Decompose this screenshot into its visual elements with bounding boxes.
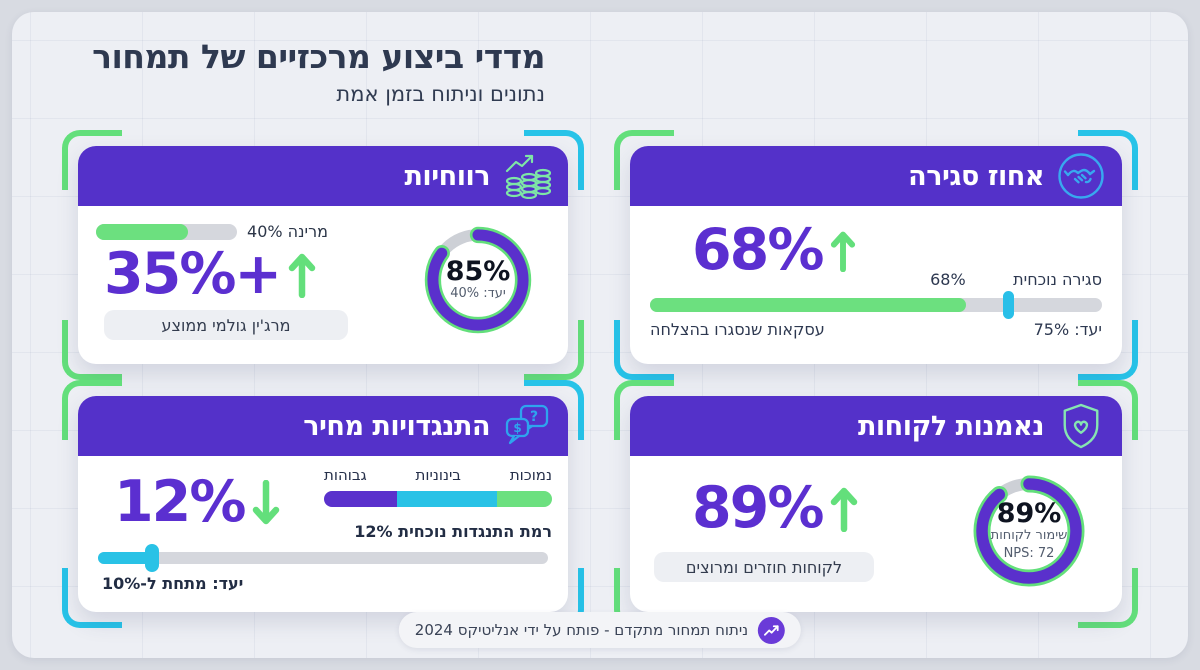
closing-progress-fill	[650, 298, 967, 312]
segmented-bar	[324, 491, 552, 507]
slider-handle	[145, 544, 159, 572]
segment-label-medium: בינוניות	[415, 466, 461, 484]
card-objections-header: ? $ התנגדויות מחיר	[78, 396, 568, 456]
target-marker	[1002, 291, 1014, 319]
segment-medium	[396, 491, 498, 507]
segment-low	[497, 491, 552, 507]
profitability-donut: 85% יעד: 40%	[408, 210, 548, 350]
current-closing-value: 68%	[930, 270, 966, 289]
current-objection-label: רמת התנגדות נוכחית 12%	[354, 522, 552, 541]
donut-target: יעד: 40%	[450, 285, 506, 301]
card-profitability-frame: רווחיות מרינה 40% 35%+ מרג'ין גולמי ממוצ…	[62, 130, 584, 380]
trend-down-arrow-icon	[253, 479, 280, 524]
segment-label-high: גבוהות	[324, 466, 367, 484]
card-profitability-header: רווחיות	[78, 146, 568, 206]
corner-bracket	[62, 568, 122, 628]
margin-mini-bar: מרינה 40%	[96, 222, 328, 241]
objection-target-label: יעד: מתחת ל-10%	[102, 574, 244, 593]
card-loyalty-frame: נאמנות לקוחות 89% לקוחות חוזרים ומרוצים	[614, 380, 1138, 628]
corner-bracket	[1078, 568, 1138, 628]
donut-retention-label: שימור לקוחות	[990, 528, 1068, 544]
trend-up-arrow-icon	[831, 231, 856, 272]
footer-text: ניתוח תמחור מתקדם - פותח על ידי אנליטיקס…	[414, 621, 749, 639]
corner-bracket	[1078, 380, 1138, 440]
closing-caption: עסקאות שנסגרו בהצלחה	[650, 320, 825, 339]
price-question-chat-icon: ? $	[502, 401, 552, 451]
corner-bracket	[524, 130, 584, 190]
corner-bracket	[614, 320, 674, 380]
trend-up-arrow-icon	[831, 487, 858, 532]
corner-bracket	[614, 380, 674, 440]
card-objections-frame: ? $ התנגדויות מחיר 12% נמ	[62, 380, 584, 628]
mini-bar-label: מרינה 40%	[247, 222, 328, 241]
dashboard-panel: מדדי ביצוע מרכזיים של תמחור נתונים וניתו…	[12, 12, 1188, 658]
card-loyalty: נאמנות לקוחות 89% לקוחות חוזרים ומרוצים	[630, 396, 1122, 612]
shield-heart-icon	[1056, 401, 1106, 451]
card-objections: ? $ התנגדויות מחיר 12% נמ	[78, 396, 568, 612]
current-closing-label: סגירה נוכחית	[1013, 270, 1102, 289]
page-subtitle: נתונים וניתוח בזמן אמת	[336, 81, 545, 106]
objection-levels-chart: נמוכות בינוניות גבוהות	[324, 466, 552, 507]
page-title: מדדי ביצוע מרכזיים של תמחור	[92, 37, 545, 76]
corner-bracket	[524, 380, 584, 440]
trend-up-arrow-icon	[288, 253, 316, 298]
closing-progress-track	[650, 291, 1102, 319]
trend-up-icon	[758, 616, 786, 644]
card-closing-frame: אחוז סגירה 68% סגירה נוכחית 68% יעד: 75%…	[614, 130, 1138, 380]
loyalty-donut: 89% שימור לקוחות NPS: 72	[956, 458, 1102, 604]
segment-high	[324, 491, 397, 507]
footer-badge: ניתוח תמחור מתקדם - פותח על ידי אנליטיקס…	[398, 612, 802, 648]
donut-value: 89%	[996, 498, 1062, 530]
mini-bar-track	[96, 223, 238, 240]
closing-target-label: יעד: 75%	[1033, 320, 1102, 339]
page-header: מדדי ביצוע מרכזיים של תמחור נתונים וניתו…	[75, 38, 545, 106]
mini-bar-fill	[96, 223, 188, 240]
corner-bracket	[614, 130, 674, 190]
corner-bracket	[524, 320, 584, 380]
closing-big-value: 68%	[692, 222, 856, 279]
loyalty-big-value: 89%	[692, 480, 858, 537]
loyalty-caption-pill: לקוחות חוזרים ומרוצים	[654, 552, 874, 582]
objection-slider-track	[98, 544, 548, 572]
card-title: אחוז סגירה	[908, 160, 1044, 192]
card-title: התנגדויות מחיר	[303, 410, 490, 442]
corner-bracket	[1078, 130, 1138, 190]
svg-text:$: $	[513, 421, 521, 435]
coins-growth-icon	[502, 151, 552, 201]
donut-nps-label: NPS: 72	[1003, 545, 1055, 561]
handshake-icon	[1056, 151, 1106, 201]
card-closing: אחוז סגירה 68% סגירה נוכחית 68% יעד: 75%…	[630, 146, 1122, 364]
card-closing-header: אחוז סגירה	[630, 146, 1122, 206]
objection-slider-fill	[98, 552, 152, 564]
profitability-caption-pill: מרג'ין גולמי ממוצע	[104, 310, 348, 340]
profitability-big-value: 35%+	[104, 246, 316, 303]
objections-big-value: 12%	[114, 474, 280, 531]
corner-bracket	[62, 320, 122, 380]
corner-bracket	[62, 130, 122, 190]
corner-bracket	[62, 380, 122, 440]
card-title: רווחיות	[404, 160, 490, 192]
segment-label-low: נמוכות	[509, 466, 552, 484]
card-profitability: רווחיות מרינה 40% 35%+ מרג'ין גולמי ממוצ…	[78, 146, 568, 364]
card-title: נאמנות לקוחות	[857, 410, 1045, 442]
corner-bracket	[1078, 320, 1138, 380]
svg-text:?: ?	[530, 409, 538, 425]
card-loyalty-header: נאמנות לקוחות	[630, 396, 1122, 456]
donut-value: 85%	[445, 255, 511, 287]
